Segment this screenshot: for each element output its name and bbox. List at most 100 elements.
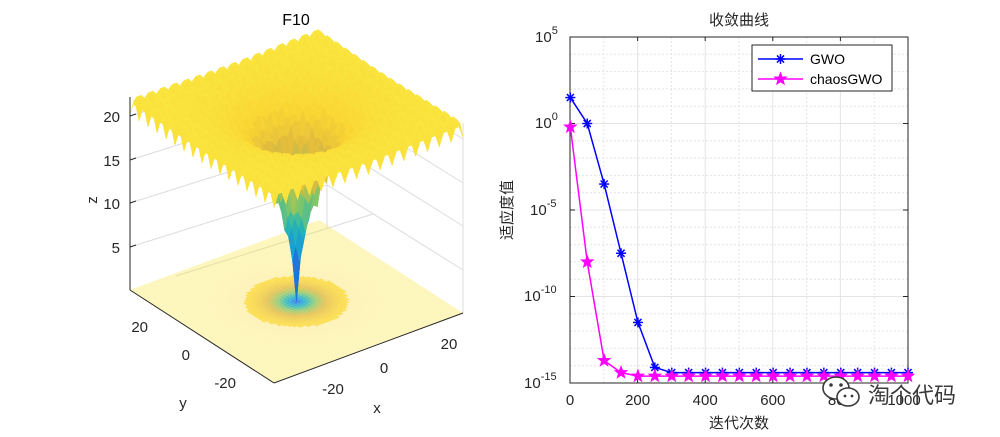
floor-cell: [335, 244, 341, 248]
floor-cell: [416, 306, 423, 309]
floor-cell: [344, 241, 350, 244]
floor-cell: [312, 260, 319, 263]
floor-cell: [340, 238, 346, 242]
floor-cell: [380, 303, 386, 307]
floor-cell: [323, 260, 329, 264]
floor-cell: [399, 282, 405, 286]
floor-cell: [344, 250, 350, 254]
floor-cell: [260, 249, 266, 253]
floor-cell: [418, 298, 425, 302]
floor-cell: [402, 299, 408, 303]
floor-cell: [442, 310, 448, 314]
floor-cell: [285, 245, 291, 248]
floor-cell: [389, 288, 396, 292]
floor-cell: [401, 275, 407, 278]
ackley-surface: [129, 29, 464, 302]
floor-cell: [317, 272, 323, 275]
floor-cell: [361, 315, 367, 318]
floor-cell: [410, 319, 416, 323]
floor-cell: [369, 293, 376, 297]
floor-cell: [326, 250, 332, 254]
floor-cell: [313, 257, 319, 261]
floor-cell: [385, 285, 391, 289]
floor-cell: [408, 315, 415, 319]
floor-cell: [306, 264, 312, 268]
floor-cell: [390, 304, 397, 307]
floor-cell: [268, 258, 274, 261]
floor-cell: [361, 255, 368, 259]
floor-cell: [378, 290, 384, 294]
floor-cell: [395, 298, 401, 301]
floor-cell: [393, 323, 399, 327]
floor-cell: [408, 327, 414, 331]
floor-cell: [341, 260, 348, 264]
floor-cell: [321, 247, 327, 251]
floor-cell: [371, 277, 378, 280]
floor-cell: [366, 288, 372, 291]
floor-cell: [370, 302, 376, 306]
floor-cell: [357, 309, 363, 313]
floor-cell: [338, 264, 344, 267]
floor-cell: [323, 249, 330, 252]
floor-cell: [378, 302, 384, 305]
floor-cell: [304, 242, 310, 246]
floor-cell: [404, 322, 410, 325]
floor-cell: [391, 310, 397, 314]
floor-cell: [306, 234, 312, 238]
floor-cell: [326, 289, 332, 293]
floor-cell: [393, 314, 399, 318]
floor-cell: [267, 242, 273, 246]
floor-cell: [312, 232, 318, 236]
floor-cell: [316, 226, 323, 230]
floor-cell: [320, 250, 327, 253]
floor-cell: [393, 333, 399, 336]
floor-cell: [386, 319, 392, 323]
floor-cell: [424, 289, 430, 293]
floor-cell: [431, 318, 438, 322]
floor-cell: [383, 311, 389, 315]
floor-cell: [424, 296, 431, 299]
floor-cell: [382, 307, 388, 311]
floor-cell: [331, 289, 337, 293]
floor-cell: [279, 235, 286, 239]
floor-cell: [356, 273, 363, 276]
floor-cell: [259, 243, 265, 246]
floor-cell: [427, 295, 434, 298]
floor-cell: [346, 302, 352, 306]
floor-cell: [277, 254, 283, 258]
floor-cell: [381, 319, 387, 322]
floor-cell: [426, 309, 432, 312]
floor-cell: [430, 294, 436, 297]
floor-cell: [381, 328, 387, 331]
floor-cell: [363, 307, 369, 311]
floor-cell: [398, 285, 404, 288]
floor-cell: [352, 279, 358, 283]
floor-cell: [395, 289, 401, 292]
floor-cell: [407, 302, 413, 306]
floor-cell: [303, 245, 310, 248]
floor-cell: [337, 276, 343, 279]
floor-cell: [275, 250, 281, 254]
floor-cell: [305, 278, 311, 282]
floor-cell: [453, 308, 459, 312]
floor-cell: [369, 257, 375, 260]
floor-cell: [269, 244, 275, 247]
floor-cell: [365, 299, 371, 303]
floor-cell: [397, 281, 403, 284]
floor-cell: [331, 280, 337, 284]
floor-cell: [440, 315, 446, 319]
floor-cell: [359, 254, 365, 257]
floor-cell: [448, 305, 454, 309]
floor-cell: [408, 318, 414, 322]
floor-cell: [363, 286, 370, 290]
floor-cell: [405, 319, 411, 323]
floor-cell: [251, 244, 257, 247]
floor-cell: [390, 286, 396, 289]
floor-cell: [335, 283, 341, 287]
floor-cell: [354, 281, 361, 284]
floor-cell: [368, 319, 374, 323]
floor-cell: [407, 311, 413, 315]
floor-cell: [424, 317, 430, 320]
floor-cell: [394, 270, 400, 274]
floor-cell: [428, 301, 434, 305]
